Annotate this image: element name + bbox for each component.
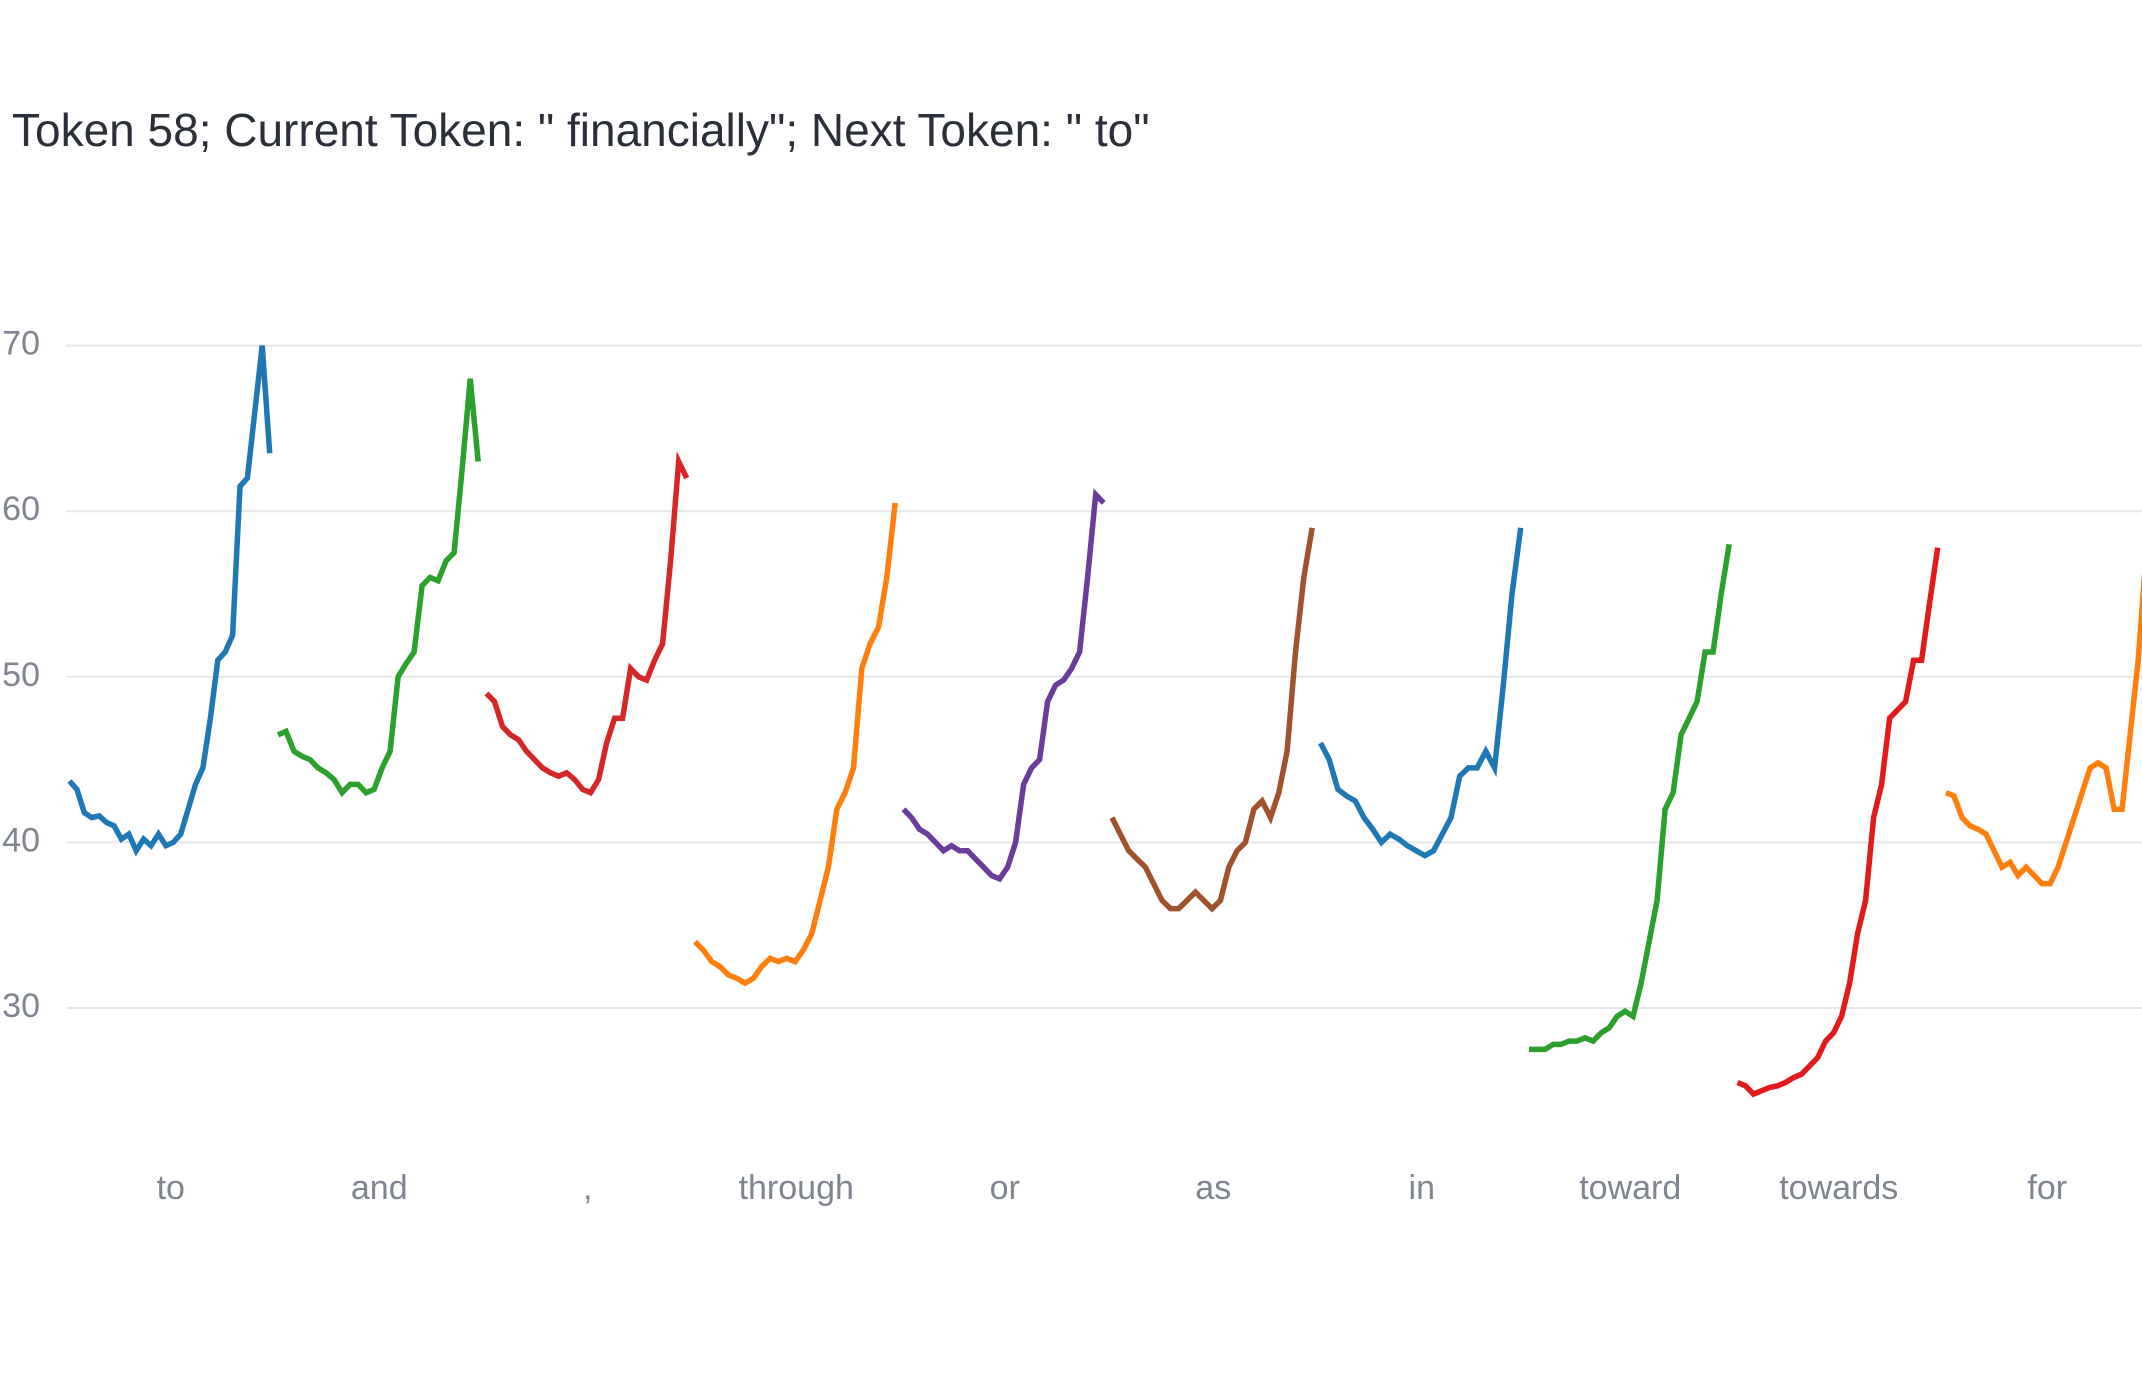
x-tick-label: , [583,1169,592,1207]
series-line [1109,527,1315,913]
y-tick-label: 30 [2,987,40,1025]
series-line [1736,547,1941,1098]
series-line [901,488,1106,883]
y-tick-label: 50 [2,656,40,694]
series-line [484,451,690,797]
series-line [693,502,898,987]
y-tick-label: 70 [2,325,40,363]
x-tick-label: or [990,1169,1020,1207]
series-line [1318,527,1524,859]
x-tick-label: to [157,1169,185,1207]
x-tick-label: toward [1579,1169,1681,1207]
series-line [1529,543,1732,1053]
y-tick-label: 40 [2,821,40,859]
x-tick-label: for [2027,1169,2067,1207]
x-tick-label: in [1409,1169,1435,1207]
series-line [1944,572,2142,887]
x-tick-label: as [1195,1169,1231,1207]
series-line [276,378,481,798]
x-tick-label: towards [1779,1169,1898,1207]
x-tick-label: through [739,1169,854,1207]
series-line [67,345,273,857]
x-tick-label: and [351,1169,408,1207]
chart-title: Token 58; Current Token: " financially";… [12,104,1150,156]
y-tick-label: 60 [2,490,40,528]
